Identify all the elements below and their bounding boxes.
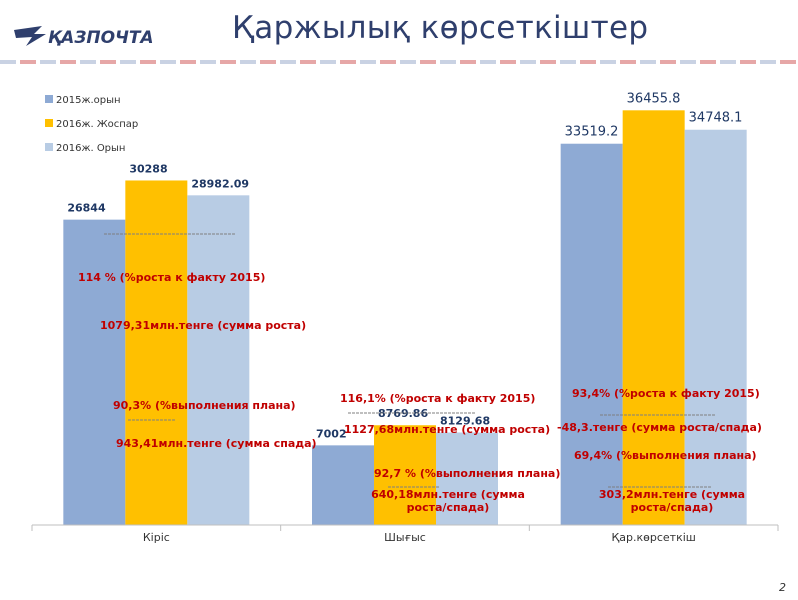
value-label: 33519.2 [565, 125, 619, 140]
decorative-stripe [0, 60, 798, 64]
value-label: 7002 [316, 427, 347, 440]
kazpost-logo: ҚАЗПОЧТА [14, 26, 154, 48]
value-label: 36455.8 [627, 91, 681, 106]
page-title: Қаржылық көрсеткіштер [232, 10, 649, 46]
bar-3-series-3 [684, 129, 747, 525]
annotation-label: 93,4% (%роста к факту 2015) [572, 387, 760, 400]
legend-entry: 2016ж. Орын [56, 143, 125, 154]
bar-3-series-2 [622, 110, 685, 525]
category-tick-label: Кіріс [143, 531, 170, 544]
category-tick-label: Қар.көрсеткіш [611, 531, 695, 544]
bar-1-series-1 [63, 219, 126, 525]
annotation-label: 69,4% (%выполнения плана) [574, 449, 757, 462]
value-label: 28982.09 [191, 177, 249, 190]
legend-swatch [45, 143, 53, 151]
value-label: 26844 [67, 202, 106, 215]
value-label: 8129.68 [440, 415, 490, 428]
annotation-label: 92,7 % (%выполнения плана) [374, 467, 560, 480]
annotation-label: 90,3% (%выполнения плана) [113, 399, 296, 412]
annotation-label: 1127,68млн.тенге (сумма роста) [344, 423, 550, 436]
logo-swoosh-icon [14, 26, 46, 46]
legend-swatch [45, 95, 53, 103]
annotation-label: 943,41млн.тенге (сумма спада) [116, 437, 317, 450]
bar-2-series-2 [374, 425, 436, 525]
logo-text: ҚАЗПОЧТА [48, 28, 154, 48]
legend-entry: 2016ж. Жоспар [56, 119, 138, 130]
page-number: 2 [779, 581, 786, 594]
annotation-label: -48,3.тенге (сумма роста/спада) [557, 421, 762, 434]
value-label: 34748.1 [689, 111, 743, 126]
legend-swatch [45, 119, 53, 127]
annotation-label: 114 % (%роста к факту 2015) [78, 271, 265, 284]
category-tick-label: Шығыс [384, 531, 426, 544]
bar-1-series-2 [125, 180, 188, 525]
value-label: 30288 [129, 162, 167, 175]
annotation-label: 1079,31млн.тенге (сумма роста) [100, 319, 306, 332]
annotation-label: 303,2млн.тенге (сумма роста/спада) [599, 488, 745, 514]
value-label: 8769.86 [378, 407, 428, 420]
bar-2-series-3 [436, 432, 498, 525]
bar-2-series-1 [312, 445, 374, 525]
bar-3-series-1 [560, 143, 623, 525]
annotation-label: 640,18млн.тенге (сумма роста/спада) [371, 488, 525, 514]
annotation-label: 116,1% (%роста к факту 2015) [340, 392, 535, 405]
header: ҚАЗПОЧТА Қаржылық көрсеткіштер [0, 0, 798, 66]
legend-entry: 2015ж.орын [56, 95, 121, 106]
bar-1-series-3 [187, 195, 250, 525]
